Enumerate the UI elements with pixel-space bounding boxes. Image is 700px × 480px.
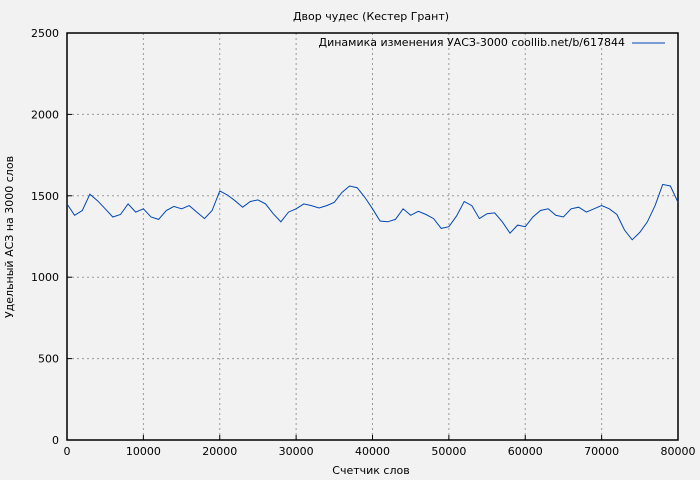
series [66, 183, 679, 241]
x-tick-label: 40000 [355, 445, 390, 458]
x-tick-label: 10000 [126, 445, 161, 458]
x-tick-label: 60000 [508, 445, 543, 458]
y-tick-label: 1500 [31, 190, 59, 203]
x-tick-label: 30000 [279, 445, 314, 458]
x-axis-label: Счетчик слов [332, 464, 409, 477]
y-tick-label: 500 [38, 353, 59, 366]
x-tick-label: 20000 [202, 445, 237, 458]
x-tick-label: 50000 [431, 445, 466, 458]
x-tick-label: 0 [64, 445, 71, 458]
grid [67, 33, 678, 440]
x-tick-label: 70000 [584, 445, 619, 458]
axes: 0 10000 20000 30000 40000 50000 60000 70000 8000… [31, 27, 696, 458]
series-line [66, 183, 679, 241]
plot-frame [66, 32, 679, 441]
legend: Динамика изменения УАСЗ-3000 coollib.net… [319, 36, 665, 49]
legend-label: Динамика изменения УАСЗ-3000 coollib.net… [319, 36, 626, 49]
y-tick-label: 1000 [31, 271, 59, 284]
chart-title: Двор чудес (Кестер Грант) [293, 10, 449, 23]
y-tick-label: 2500 [31, 27, 59, 40]
x-tick-label: 80000 [661, 445, 696, 458]
y-tick-label: 2000 [31, 108, 59, 121]
y-axis-label: Удельный АСЗ на 3000 слов [3, 156, 16, 318]
y-tick-label: 0 [52, 434, 59, 447]
